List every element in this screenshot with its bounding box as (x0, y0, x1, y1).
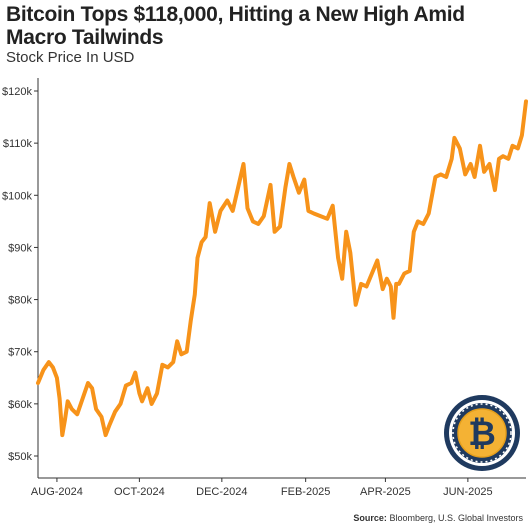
chart-title: Bitcoin Tops $118,000, Hitting a New Hig… (6, 3, 465, 49)
y-tick-label: $110k (3, 138, 33, 150)
bitcoin-icon: ₿ (468, 414, 496, 454)
chart-subtitle: Stock Price In USD (6, 49, 135, 66)
x-tick-label: DEC-2024 (196, 486, 247, 498)
x-tick-label: AUG-2024 (31, 486, 83, 498)
y-tick-label: $90k (8, 242, 32, 254)
price-line (36, 99, 528, 438)
y-tick-label: $80k (8, 295, 32, 307)
y-tick-label: $100k (2, 190, 32, 202)
bitcoin-logo: ₿ (443, 394, 521, 472)
source-note: Source: Bloomberg, U.S. Global Investors (353, 513, 523, 523)
y-tick-label: $70k (8, 347, 32, 359)
x-tick-label: FEB-2025 (281, 486, 331, 498)
source-text: Bloomberg, U.S. Global Investors (389, 513, 523, 523)
x-tick-label: APR-2025 (360, 486, 411, 498)
x-tick-label: OCT-2024 (114, 486, 165, 498)
y-tick-label: $60k (8, 399, 32, 411)
source-label: Source: (353, 513, 387, 523)
x-tick-label: JUN-2025 (443, 486, 493, 498)
y-tick-label: $120k (2, 86, 32, 98)
y-tick-label: $50k (8, 451, 32, 463)
